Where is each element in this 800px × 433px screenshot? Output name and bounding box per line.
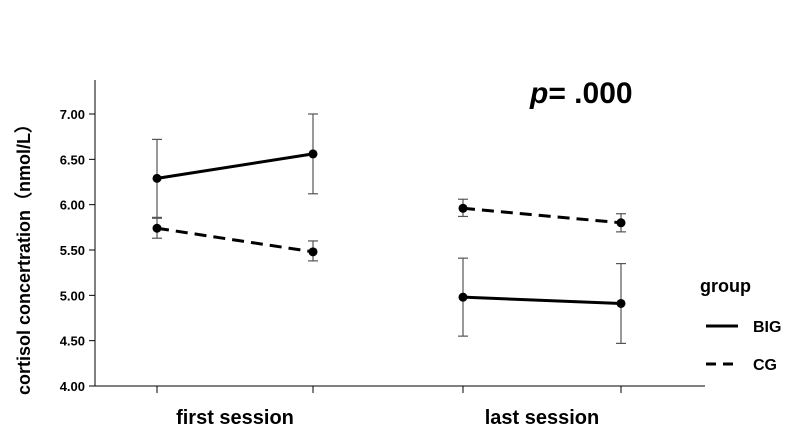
data-point-big <box>458 292 468 302</box>
legend-label-big: BIG <box>753 319 781 336</box>
data-point-cg <box>308 247 318 257</box>
p-value-symbol: p <box>529 77 548 110</box>
y-tick-label: 6.50 <box>60 152 85 167</box>
data-point-big <box>308 149 318 159</box>
y-tick-label: 5.50 <box>60 243 85 258</box>
y-axis-label: cortisol concertration（nmol/L） <box>14 115 34 395</box>
x-category-label: last session <box>485 407 600 429</box>
data-point-big <box>152 173 162 183</box>
data-point-cg <box>152 223 162 233</box>
p-value-annotation: p= .000 <box>529 77 633 110</box>
data-point-cg <box>458 203 468 213</box>
legend: group BIG CG <box>700 276 781 374</box>
axes: 4.00 4.50 5.00 5.50 6.00 6.50 7.00 first sessio… <box>60 80 705 429</box>
series-line-cg <box>156 226 314 254</box>
y-tick-label: 5.00 <box>60 288 85 303</box>
data-point-big <box>616 298 626 308</box>
series-line-big <box>462 295 622 305</box>
series-line-big <box>156 152 314 180</box>
p-value-text: = .000 <box>548 77 632 110</box>
x-category-label: first session <box>176 407 294 429</box>
y-tick-label: 4.00 <box>60 379 85 394</box>
series-layer <box>152 113 626 344</box>
y-tick-label: 6.00 <box>60 198 85 213</box>
series-line-cg <box>462 206 622 225</box>
data-point-cg <box>616 218 626 228</box>
legend-label-cg: CG <box>753 357 777 374</box>
y-tick-label: 7.00 <box>60 107 85 122</box>
legend-title: group <box>700 276 751 296</box>
y-tick-label: 4.50 <box>60 334 85 349</box>
